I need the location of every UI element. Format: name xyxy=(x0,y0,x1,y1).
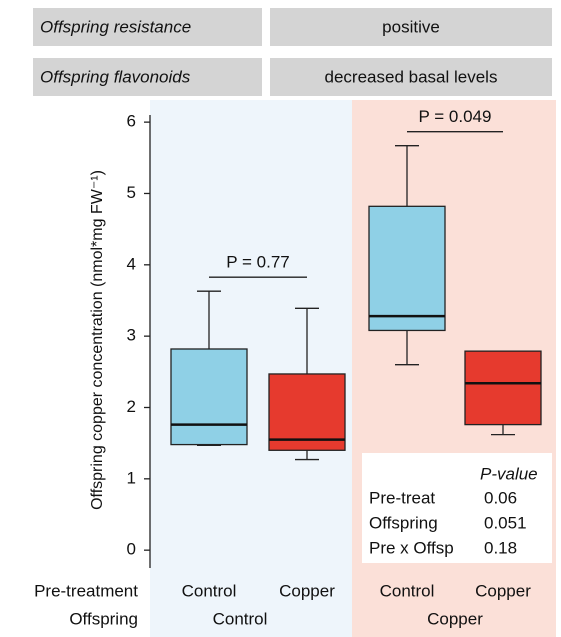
header-cell xyxy=(270,8,552,46)
header-label: Offspring flavonoids xyxy=(40,67,191,86)
stats-header: P-value xyxy=(480,464,538,483)
x-tick-label: Control xyxy=(182,581,237,600)
header-cell xyxy=(33,8,262,46)
row-label: Offspring xyxy=(69,609,138,628)
row-label: Pre-treatment xyxy=(34,581,138,600)
header-value: decreased basal levels xyxy=(325,67,498,86)
box xyxy=(368,205,446,332)
box xyxy=(170,348,248,446)
box xyxy=(464,350,542,426)
stats-label: Pre-treat xyxy=(369,488,435,507)
header-cell xyxy=(33,58,262,96)
stats-value: 0.18 xyxy=(484,538,517,557)
x-tick-label: Control xyxy=(380,581,435,600)
header-label: Offspring resistance xyxy=(40,17,191,36)
y-tick-label: 4 xyxy=(127,254,136,273)
y-tick-label: 2 xyxy=(127,397,136,416)
group-label: Copper xyxy=(427,609,483,628)
box xyxy=(268,373,346,451)
stats-value: 0.051 xyxy=(484,513,527,532)
stats-box xyxy=(362,453,552,563)
x-tick-label: Copper xyxy=(475,581,531,600)
stats-label: Pre x Offsp xyxy=(369,538,454,557)
y-tick-label: 3 xyxy=(127,326,136,345)
y-tick-label: 5 xyxy=(127,183,136,202)
p-value-annotation: P = 0.049 xyxy=(419,107,492,126)
header-cell xyxy=(270,58,552,96)
header-value: positive xyxy=(382,17,440,36)
y-axis-label: Offspring copper concentration (nmol*mg … xyxy=(89,170,106,510)
stats-label: Offspring xyxy=(369,513,438,532)
group-label: Control xyxy=(213,609,268,628)
x-tick-label: Copper xyxy=(279,581,335,600)
y-tick-label: 6 xyxy=(127,112,136,131)
y-tick-label: 0 xyxy=(127,540,136,559)
p-value-annotation: P = 0.77 xyxy=(226,253,290,272)
stats-value: 0.06 xyxy=(484,488,517,507)
y-tick-label: 1 xyxy=(127,468,136,487)
